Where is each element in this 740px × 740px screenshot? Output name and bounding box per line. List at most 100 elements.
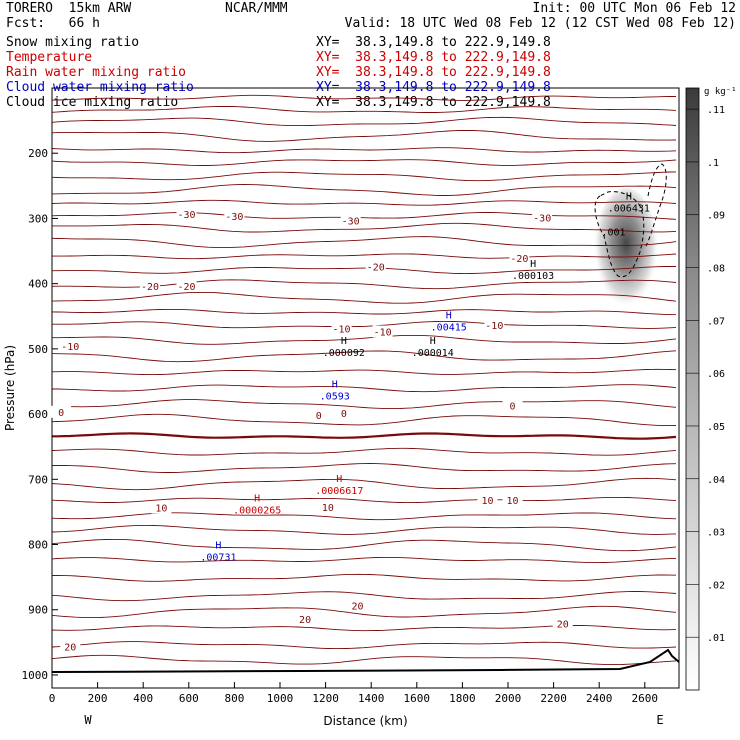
contour-label-bg bbox=[295, 613, 316, 626]
x-axis-label: Distance (km) bbox=[323, 714, 407, 728]
snow-contour-outer bbox=[645, 163, 667, 247]
isotherm-label: -30 bbox=[177, 210, 195, 221]
x-tick-label: 2400 bbox=[586, 692, 613, 705]
isotherm-contour bbox=[52, 147, 677, 154]
x-tick-label: 200 bbox=[88, 692, 108, 705]
colorbar-tick-label: .03 bbox=[707, 528, 725, 539]
isotherm-contour bbox=[52, 159, 677, 166]
isotherm-label: -20 bbox=[510, 254, 528, 265]
isotherm-label: 10 bbox=[322, 503, 334, 514]
legend-field-xy: XY= 38.3,149.8 to 222.9,149.8 bbox=[316, 65, 551, 80]
isotherm-label: -30 bbox=[225, 212, 243, 223]
contour-label-bg bbox=[331, 322, 352, 335]
isotherm-contour bbox=[52, 496, 677, 504]
isotherm-contour bbox=[52, 591, 677, 602]
isotherm-label: -20 bbox=[141, 282, 159, 293]
isotherm-contour bbox=[52, 512, 677, 521]
maximum-value-label: .0000265 bbox=[233, 506, 281, 517]
isotherm-contour bbox=[52, 605, 677, 619]
contour-label-bg bbox=[365, 260, 386, 273]
maximum-marker: H bbox=[446, 310, 452, 321]
y-tick-label: 900 bbox=[28, 604, 48, 617]
maximum-value-label: .000092 bbox=[323, 348, 365, 359]
legend-field-name: Cloud water mixing ratio bbox=[6, 80, 194, 95]
isotherm-contour bbox=[52, 447, 677, 456]
contour-label-bg bbox=[347, 599, 368, 612]
maximum-value-label: .0006617 bbox=[315, 486, 363, 497]
legend-field-name: Snow mixing ratio bbox=[6, 35, 140, 50]
legend-field-xy: XY= 38.3,149.8 to 222.9,149.8 bbox=[316, 35, 551, 50]
x-tick-label: 600 bbox=[179, 692, 199, 705]
isotherm-contour bbox=[52, 320, 677, 329]
isotherm-label: 0 bbox=[341, 409, 347, 420]
colorbar-unit: g kg⁻¹ bbox=[704, 87, 737, 97]
terrain-surface-line bbox=[51, 648, 680, 673]
isotherm-contour bbox=[52, 308, 677, 316]
isotherm-label: -10 bbox=[61, 342, 79, 353]
isotherm-contour bbox=[52, 291, 677, 304]
contour-label-bg bbox=[60, 339, 81, 352]
x-tick-label: 1800 bbox=[449, 692, 476, 705]
isotherm-label: 20 bbox=[351, 601, 363, 612]
plot-frame bbox=[51, 87, 680, 689]
colorbar-tick-label: .06 bbox=[707, 369, 725, 380]
contour-label-bg bbox=[372, 325, 393, 338]
maximum-value-label: .00731 bbox=[200, 553, 236, 564]
snow-contour-label: .001 bbox=[601, 227, 625, 238]
x-tick-label: 1000 bbox=[267, 692, 294, 705]
x-tick-label: 2000 bbox=[495, 692, 522, 705]
isotherm-label: -10 bbox=[333, 324, 351, 335]
isotherm-contour bbox=[52, 556, 677, 564]
isotherm-contour bbox=[52, 524, 677, 535]
x-tick-label: 400 bbox=[133, 692, 153, 705]
west-label: W bbox=[84, 713, 92, 727]
maximum-marker: H bbox=[332, 379, 338, 390]
y-axis-label: Pressure (hPa) bbox=[3, 345, 17, 431]
isotherm-contour bbox=[52, 538, 677, 552]
contour-label-bg bbox=[509, 251, 530, 264]
contour-label-bg bbox=[60, 640, 81, 653]
isotherm-contour bbox=[52, 413, 677, 427]
y-tick-label: 400 bbox=[28, 278, 48, 291]
forecast-hour: Fcst: 66 h bbox=[6, 16, 100, 31]
contour-label-bg bbox=[176, 279, 197, 292]
contour-label-bg bbox=[151, 501, 172, 514]
isotherm-label: -30 bbox=[533, 213, 551, 224]
isotherm-contour bbox=[52, 477, 677, 491]
isotherm-contour bbox=[52, 105, 677, 113]
snow-contour-001 bbox=[594, 191, 645, 278]
isotherm-contour bbox=[52, 171, 677, 182]
colorbar-tick-label: .01 bbox=[707, 633, 725, 644]
maximum-marker: H bbox=[530, 259, 536, 270]
east-label: E bbox=[656, 713, 663, 727]
maximum-value-label: .000103 bbox=[512, 271, 554, 282]
isotherm-contour bbox=[52, 641, 677, 650]
x-tick-label: 800 bbox=[224, 692, 244, 705]
isotherm-contour bbox=[52, 399, 677, 410]
colorbar-tick-label: .08 bbox=[707, 264, 725, 275]
contour-label-bg bbox=[340, 214, 361, 227]
y-tick-label: 1000 bbox=[22, 669, 49, 682]
contour-label-bg bbox=[502, 493, 523, 506]
y-tick-label: 300 bbox=[28, 212, 48, 225]
isotherm-label: 10 bbox=[507, 496, 519, 507]
y-tick-label: 500 bbox=[28, 343, 48, 356]
isotherm-label: -20 bbox=[367, 262, 385, 273]
maximum-marker: H bbox=[430, 336, 436, 347]
isotherm-contour bbox=[52, 236, 677, 249]
init-time: Init: 00 UTC Mon 06 Feb 12 bbox=[532, 1, 737, 16]
maximum-value-label: .0593 bbox=[320, 391, 350, 402]
x-tick-label: 1200 bbox=[312, 692, 339, 705]
isotherm-contour bbox=[52, 116, 677, 127]
isotherm-label: -20 bbox=[177, 282, 195, 293]
isotherm-label: 0 bbox=[510, 401, 516, 412]
legend-field-name: Temperature bbox=[6, 50, 93, 65]
contour-label-bg bbox=[176, 208, 197, 221]
y-tick-label: 700 bbox=[28, 473, 48, 486]
contour-label-bg bbox=[502, 399, 523, 412]
isotherm-label: -30 bbox=[342, 217, 360, 228]
contour-label-bg bbox=[308, 409, 329, 422]
isotherm-contour bbox=[52, 463, 677, 473]
